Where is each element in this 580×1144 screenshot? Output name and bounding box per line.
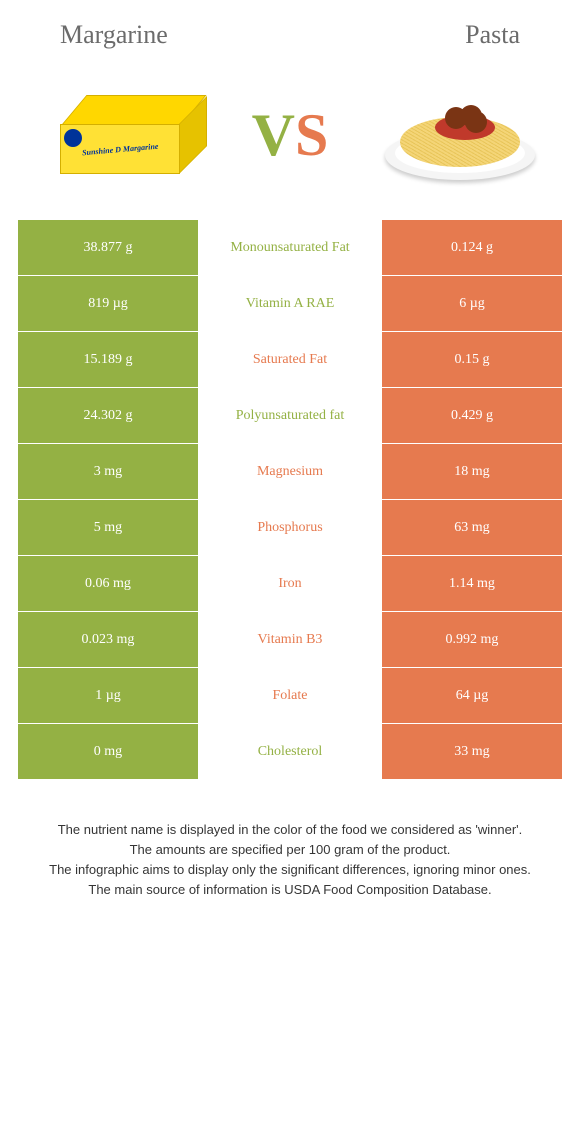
vs-v-letter: V	[252, 102, 295, 168]
left-value-cell: 24.302 g	[18, 388, 198, 444]
footer-line: The main source of information is USDA F…	[28, 880, 552, 900]
right-value-cell: 6 µg	[382, 276, 562, 332]
infographic-container: Margarine Pasta Sunshine D Margarine VS	[0, 0, 580, 921]
nutrient-name-cell: Vitamin A RAE	[198, 276, 382, 332]
vs-s-letter: S	[295, 102, 328, 168]
right-value-cell: 0.15 g	[382, 332, 562, 388]
table-row: 1 µgFolate64 µg	[18, 668, 562, 724]
right-value-cell: 0.992 mg	[382, 612, 562, 668]
table-row: 38.877 gMonounsaturated Fat0.124 g	[18, 220, 562, 276]
right-value-cell: 63 mg	[382, 500, 562, 556]
nutrient-name-cell: Phosphorus	[198, 500, 382, 556]
nutrient-name-cell: Polyunsaturated fat	[198, 388, 382, 444]
left-value-cell: 1 µg	[18, 668, 198, 724]
nutrient-name-cell: Monounsaturated Fat	[198, 220, 382, 276]
right-value-cell: 64 µg	[382, 668, 562, 724]
left-value-cell: 819 µg	[18, 276, 198, 332]
right-value-cell: 33 mg	[382, 724, 562, 780]
right-value-cell: 0.124 g	[382, 220, 562, 276]
left-value-cell: 5 mg	[18, 500, 198, 556]
vs-row: Sunshine D Margarine VS	[0, 60, 580, 220]
margarine-image: Sunshine D Margarine	[40, 80, 200, 190]
left-value-cell: 38.877 g	[18, 220, 198, 276]
left-value-cell: 0 mg	[18, 724, 198, 780]
nutrient-name-cell: Cholesterol	[198, 724, 382, 780]
left-value-cell: 15.189 g	[18, 332, 198, 388]
right-food-title: Pasta	[465, 20, 520, 50]
titles-row: Margarine Pasta	[0, 0, 580, 60]
left-value-cell: 0.023 mg	[18, 612, 198, 668]
left-value-cell: 0.06 mg	[18, 556, 198, 612]
right-value-cell: 1.14 mg	[382, 556, 562, 612]
table-row: 15.189 gSaturated Fat0.15 g	[18, 332, 562, 388]
right-value-cell: 0.429 g	[382, 388, 562, 444]
table-row: 3 mgMagnesium18 mg	[18, 444, 562, 500]
footer-line: The amounts are specified per 100 gram o…	[28, 840, 552, 860]
table-row: 0 mgCholesterol33 mg	[18, 724, 562, 780]
pasta-image	[380, 80, 540, 190]
table-row: 24.302 gPolyunsaturated fat0.429 g	[18, 388, 562, 444]
nutrient-name-cell: Saturated Fat	[198, 332, 382, 388]
nutrient-name-cell: Vitamin B3	[198, 612, 382, 668]
nutrient-name-cell: Folate	[198, 668, 382, 724]
table-row: 0.06 mgIron1.14 mg	[18, 556, 562, 612]
right-value-cell: 18 mg	[382, 444, 562, 500]
table-row: 819 µgVitamin A RAE6 µg	[18, 276, 562, 332]
nutrient-name-cell: Magnesium	[198, 444, 382, 500]
footer-notes: The nutrient name is displayed in the co…	[0, 780, 580, 921]
table-row: 5 mgPhosphorus63 mg	[18, 500, 562, 556]
left-food-title: Margarine	[60, 20, 168, 50]
table-row: 0.023 mgVitamin B30.992 mg	[18, 612, 562, 668]
footer-line: The nutrient name is displayed in the co…	[28, 820, 552, 840]
nutrient-name-cell: Iron	[198, 556, 382, 612]
vs-label: VS	[252, 101, 329, 170]
left-value-cell: 3 mg	[18, 444, 198, 500]
comparison-table: 38.877 gMonounsaturated Fat0.124 g819 µg…	[18, 220, 562, 780]
footer-line: The infographic aims to display only the…	[28, 860, 552, 880]
